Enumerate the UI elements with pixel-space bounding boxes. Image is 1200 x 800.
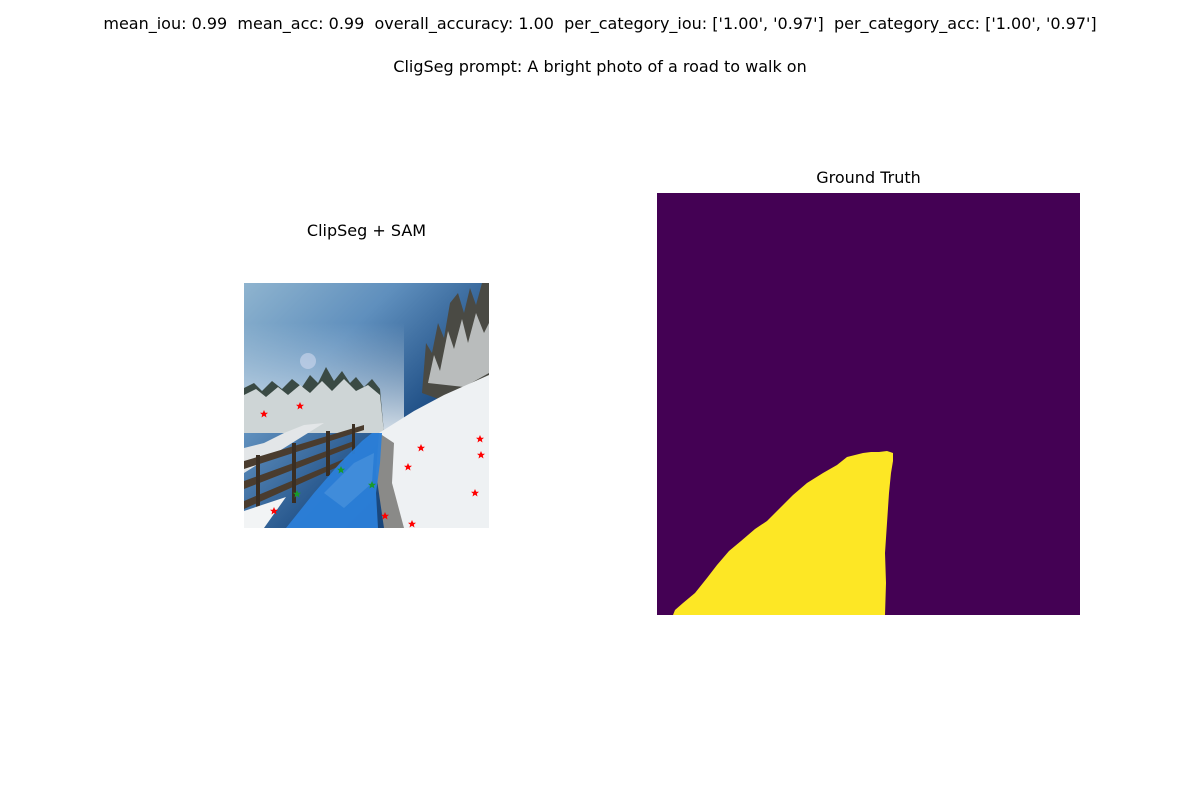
snowy-slope (379, 375, 489, 528)
negative-point-star (476, 435, 484, 443)
foreground-snow (244, 497, 286, 528)
negative-point-star (260, 410, 268, 418)
positive-point-star (368, 481, 376, 489)
mean-acc-value: 0.99 (328, 14, 365, 33)
clipseg-sam-prediction-image (244, 283, 489, 528)
ground-truth-title: Ground Truth (816, 168, 921, 187)
negative-point-star (417, 444, 425, 452)
per-category-iou-label: per_category_iou: (564, 14, 708, 33)
fence-post (256, 455, 260, 525)
mean-acc-label: mean_acc: (237, 14, 324, 33)
ground-truth-road-region (673, 451, 893, 615)
negative-point-star (296, 402, 304, 410)
negative-points (260, 402, 485, 528)
clipseg-sam-title: ClipSeg + SAM (306, 221, 427, 240)
fence-post (292, 443, 296, 503)
per-category-acc-value: ['1.00', '0.97'] (985, 14, 1097, 33)
negative-point-star (270, 507, 278, 515)
mean-iou-value: 0.99 (191, 14, 228, 33)
snow-on-trees (244, 379, 384, 433)
road-texture (324, 453, 374, 508)
ground-truth-mask-image (657, 193, 1080, 615)
overall-accuracy-value: 1.00 (518, 14, 554, 33)
fence-post (326, 431, 330, 476)
metrics-line: mean_iou: 0.99 mean_acc: 0.99 overall_ac… (0, 14, 1200, 34)
prompt-text: A bright photo of a road to walk on (527, 57, 807, 76)
predicted-road-mask (286, 433, 382, 528)
prompt-label: CligSeg prompt: (393, 57, 523, 76)
overall-accuracy-label: overall_accuracy: (374, 14, 514, 33)
per-category-acc-label: per_category_acc: (833, 14, 981, 33)
right-trees-snow (428, 313, 489, 387)
negative-point-star (408, 520, 416, 528)
prompt-line: CligSeg prompt: A bright photo of a road… (0, 57, 1200, 77)
positive-point-star (293, 490, 301, 498)
fence-post (352, 424, 355, 454)
sun-glare (300, 353, 316, 369)
mean-iou-label: mean_iou: (103, 14, 187, 33)
negative-point-star (477, 451, 485, 459)
slope-shadow (376, 433, 404, 528)
per-category-iou-value: ['1.00', '0.97'] (712, 14, 824, 33)
negative-point-star (381, 512, 389, 520)
negative-point-star (471, 489, 479, 497)
positive-point-star (337, 466, 345, 474)
negative-point-star (404, 463, 412, 471)
positive-points (293, 466, 376, 498)
